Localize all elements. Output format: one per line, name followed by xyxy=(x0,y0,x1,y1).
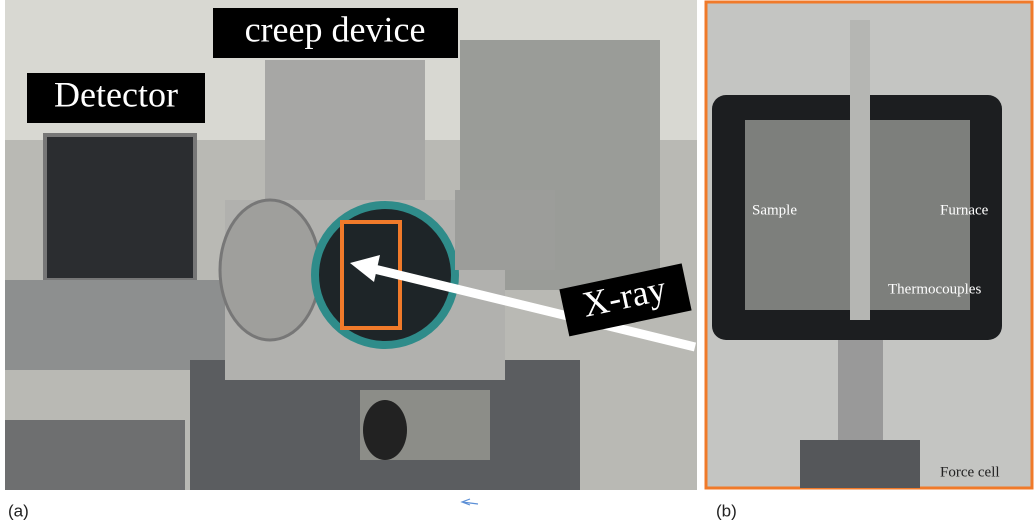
caption: (b) xyxy=(716,501,737,520)
photo-a xyxy=(5,0,697,490)
label: Force cell xyxy=(940,464,1000,480)
label: Sample xyxy=(752,202,797,218)
label: Thermocouples xyxy=(888,281,981,297)
label-box xyxy=(559,263,692,337)
label-box xyxy=(27,73,205,123)
label-box xyxy=(213,8,458,58)
label: Furnace xyxy=(940,202,989,218)
caption: (a) xyxy=(8,501,29,520)
arrow-icon xyxy=(460,498,479,506)
label: creep device xyxy=(245,9,426,49)
label: Detector xyxy=(54,74,178,114)
photo-b xyxy=(704,0,1034,490)
